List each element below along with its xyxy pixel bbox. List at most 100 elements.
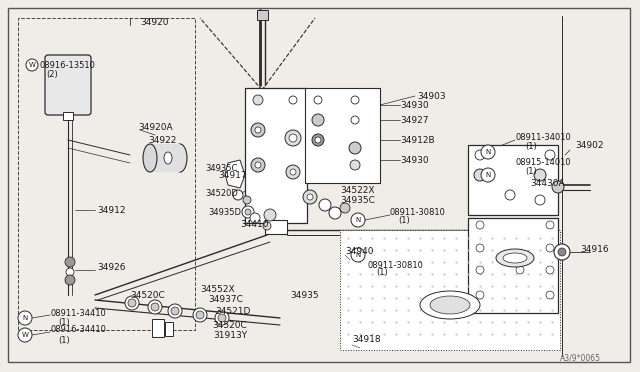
Circle shape <box>151 303 159 311</box>
Text: 34922: 34922 <box>148 135 177 144</box>
Circle shape <box>215 311 229 325</box>
Ellipse shape <box>420 291 480 319</box>
Circle shape <box>505 190 515 200</box>
Circle shape <box>196 311 204 319</box>
Circle shape <box>264 209 276 221</box>
Circle shape <box>315 137 321 143</box>
Circle shape <box>303 190 317 204</box>
Text: 31913Y: 31913Y <box>213 330 247 340</box>
Bar <box>245 88 307 223</box>
Circle shape <box>218 314 226 322</box>
Bar <box>305 88 380 183</box>
Text: 34912: 34912 <box>97 205 125 215</box>
Text: (1): (1) <box>525 167 537 176</box>
Circle shape <box>476 221 484 229</box>
Circle shape <box>312 134 324 146</box>
Circle shape <box>18 328 32 342</box>
Text: 34430A: 34430A <box>530 179 564 187</box>
Circle shape <box>351 116 359 124</box>
Circle shape <box>350 160 360 170</box>
Ellipse shape <box>164 152 172 164</box>
Circle shape <box>285 130 301 146</box>
Text: 34935C: 34935C <box>340 196 375 205</box>
Circle shape <box>475 150 485 160</box>
Text: 34926: 34926 <box>97 263 125 273</box>
Polygon shape <box>225 160 245 188</box>
Ellipse shape <box>173 144 187 172</box>
Circle shape <box>351 96 359 104</box>
Circle shape <box>546 291 554 299</box>
Text: N: N <box>22 315 28 321</box>
Circle shape <box>546 244 554 252</box>
Circle shape <box>312 114 324 126</box>
Circle shape <box>314 96 322 104</box>
Text: 34920A: 34920A <box>138 122 173 131</box>
Text: W: W <box>22 332 28 338</box>
Bar <box>152 319 164 337</box>
Circle shape <box>233 190 243 200</box>
Ellipse shape <box>143 144 157 172</box>
Text: W: W <box>29 62 35 68</box>
Bar <box>468 218 558 313</box>
Circle shape <box>546 221 554 229</box>
Bar <box>18 18 195 330</box>
Bar <box>468 145 558 215</box>
Text: 08916-34410: 08916-34410 <box>50 326 106 334</box>
Circle shape <box>289 134 297 142</box>
Circle shape <box>476 244 484 252</box>
Circle shape <box>26 59 38 71</box>
Circle shape <box>250 213 260 223</box>
Circle shape <box>349 142 361 154</box>
Circle shape <box>66 268 74 276</box>
Circle shape <box>263 222 271 230</box>
Ellipse shape <box>496 249 534 267</box>
Circle shape <box>128 299 136 307</box>
Text: 34918: 34918 <box>352 336 381 344</box>
Bar <box>257 10 268 20</box>
Circle shape <box>307 194 313 200</box>
Bar <box>150 144 180 172</box>
Circle shape <box>546 266 554 274</box>
Text: (1): (1) <box>58 336 70 344</box>
Text: 34935: 34935 <box>290 291 319 299</box>
Text: (1): (1) <box>398 215 410 224</box>
Circle shape <box>474 169 486 181</box>
Circle shape <box>18 311 32 325</box>
Text: (2): (2) <box>46 70 58 78</box>
Text: 34552X: 34552X <box>200 285 235 295</box>
Circle shape <box>545 150 555 160</box>
Text: 08916-13510: 08916-13510 <box>39 61 95 70</box>
Circle shape <box>65 257 75 267</box>
Text: 34520C: 34520C <box>212 321 247 330</box>
Text: 34902: 34902 <box>575 141 604 150</box>
Text: 34903: 34903 <box>417 92 445 100</box>
Text: 34917: 34917 <box>218 170 246 180</box>
Circle shape <box>290 169 296 175</box>
Text: 34930: 34930 <box>400 100 429 109</box>
Circle shape <box>125 296 139 310</box>
Text: 34522X: 34522X <box>340 186 374 195</box>
Circle shape <box>476 291 484 299</box>
Text: 34920: 34920 <box>140 17 168 26</box>
Text: (1): (1) <box>376 269 388 278</box>
Text: 34937C: 34937C <box>208 295 243 305</box>
Circle shape <box>351 248 365 262</box>
Circle shape <box>286 165 300 179</box>
Text: (1): (1) <box>525 141 537 151</box>
Circle shape <box>168 304 182 318</box>
Circle shape <box>148 300 162 314</box>
Text: 34410: 34410 <box>240 219 269 228</box>
Text: 34940: 34940 <box>345 247 374 257</box>
Circle shape <box>245 209 251 215</box>
Text: 08911-34010: 08911-34010 <box>516 132 572 141</box>
Circle shape <box>243 196 251 204</box>
Circle shape <box>535 195 545 205</box>
Text: N: N <box>485 149 491 155</box>
Circle shape <box>242 206 254 218</box>
Circle shape <box>534 169 546 181</box>
Text: 34521D: 34521D <box>215 308 250 317</box>
Circle shape <box>481 168 495 182</box>
Text: N: N <box>355 217 360 223</box>
Circle shape <box>255 162 261 168</box>
Circle shape <box>255 127 261 133</box>
